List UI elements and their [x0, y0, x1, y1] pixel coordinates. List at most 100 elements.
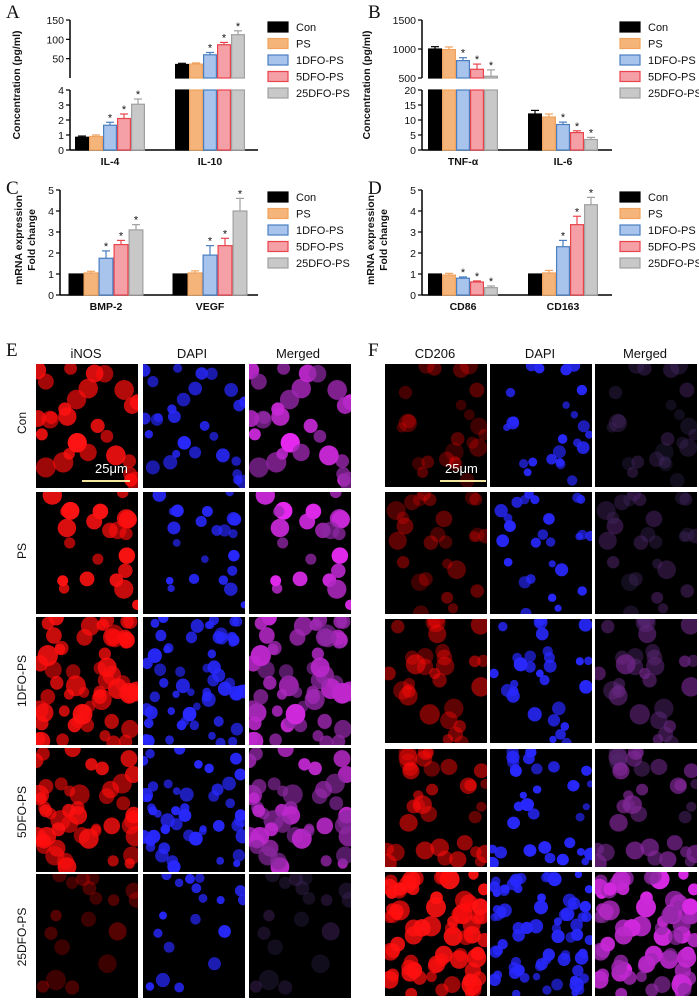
cell: [579, 680, 592, 694]
legend-swatch-2: [619, 54, 641, 66]
cell: [174, 982, 185, 993]
cell: [320, 894, 333, 907]
cell: [490, 973, 501, 987]
cell: [65, 876, 79, 889]
bar-lower-A-2-1: [203, 89, 218, 151]
cell: [507, 816, 521, 830]
cell: [680, 417, 697, 435]
cell: [490, 912, 499, 922]
micrograph-f-cd206-2: [385, 619, 487, 743]
cell: [97, 657, 117, 678]
cell: [567, 475, 578, 486]
cell: [249, 732, 259, 745]
micrograph-f-merged-0-image: [606, 364, 697, 487]
cell: [406, 882, 420, 896]
cell: [254, 617, 268, 630]
cell: [54, 939, 70, 956]
cell: [490, 668, 499, 679]
micrograph-e-dapi-0-image: [143, 364, 245, 488]
cell: [144, 793, 152, 802]
cell: [459, 364, 478, 375]
cell: [163, 642, 174, 654]
cell: [292, 571, 308, 587]
bar-lower-B-4-0: [484, 89, 499, 151]
cell: [153, 928, 163, 938]
cell: [288, 874, 304, 887]
cell: [36, 410, 47, 428]
cell: [622, 457, 636, 471]
cell: [211, 783, 224, 796]
cell: [319, 445, 339, 466]
cell: [608, 413, 627, 433]
cell: [335, 454, 350, 469]
cell: [253, 689, 269, 705]
sig-B-4-0: *: [489, 60, 494, 72]
column-header-merged-e: Merged: [275, 346, 321, 361]
cell: [623, 790, 634, 801]
cell: [313, 429, 327, 443]
micrograph-e-inos-0: [36, 364, 138, 488]
cell: [608, 686, 628, 706]
cell: [312, 730, 324, 742]
cell: [520, 607, 532, 614]
cell: [572, 492, 583, 503]
cell: [595, 842, 604, 856]
tick-label-C-3: 3: [48, 227, 54, 239]
cell: [37, 373, 54, 390]
panel-letter-a: A: [6, 2, 20, 23]
cell: [195, 515, 207, 528]
cell: [668, 929, 684, 946]
cell: [603, 882, 617, 896]
cell: [458, 929, 474, 946]
cell: [321, 521, 340, 540]
cell: [36, 457, 56, 478]
cell: [249, 716, 262, 731]
cell: [417, 492, 431, 501]
cell: [447, 726, 464, 743]
cell: [585, 530, 592, 542]
cell: [663, 947, 678, 962]
sig-A-3-1: *: [222, 32, 227, 44]
cell: [36, 700, 49, 719]
sig-A-4-0: *: [136, 89, 141, 101]
cell: [145, 748, 155, 759]
cell: [468, 810, 482, 824]
cell: [194, 760, 203, 769]
legend-swatch-1: [619, 37, 641, 50]
cell: [299, 874, 313, 885]
cell: [686, 801, 697, 812]
cell: [257, 926, 271, 940]
cell: [673, 409, 685, 421]
cell: [178, 808, 192, 822]
cell: [405, 987, 418, 996]
cell: [224, 383, 239, 397]
cell: [538, 841, 552, 854]
bar-lower-A-4-1: [231, 89, 246, 151]
cell: [132, 599, 138, 611]
cell: [606, 422, 617, 433]
cell: [462, 915, 481, 934]
cell: [91, 823, 102, 834]
bar-B-4-1: [584, 138, 599, 151]
cell: [150, 413, 164, 426]
cell: [58, 705, 70, 717]
tick-label-upper-A-0: 50: [52, 54, 64, 66]
row-label-5dfo-ps: 5DFO-PS: [15, 786, 29, 839]
cell: [212, 819, 225, 832]
cell: [688, 528, 697, 544]
cell: [687, 932, 697, 948]
cell: [399, 814, 418, 832]
cell: [426, 971, 437, 983]
cell: [676, 948, 697, 968]
cell: [311, 647, 324, 661]
cell: [145, 460, 160, 475]
cell: [560, 950, 571, 960]
cell: [469, 438, 487, 457]
cell: [396, 556, 410, 569]
cell: [327, 579, 347, 599]
cell: [655, 442, 674, 462]
cell: [519, 791, 527, 799]
legend-swatch-4: [619, 257, 641, 269]
cell: [611, 959, 627, 976]
bar-B-3-1: [570, 132, 585, 151]
